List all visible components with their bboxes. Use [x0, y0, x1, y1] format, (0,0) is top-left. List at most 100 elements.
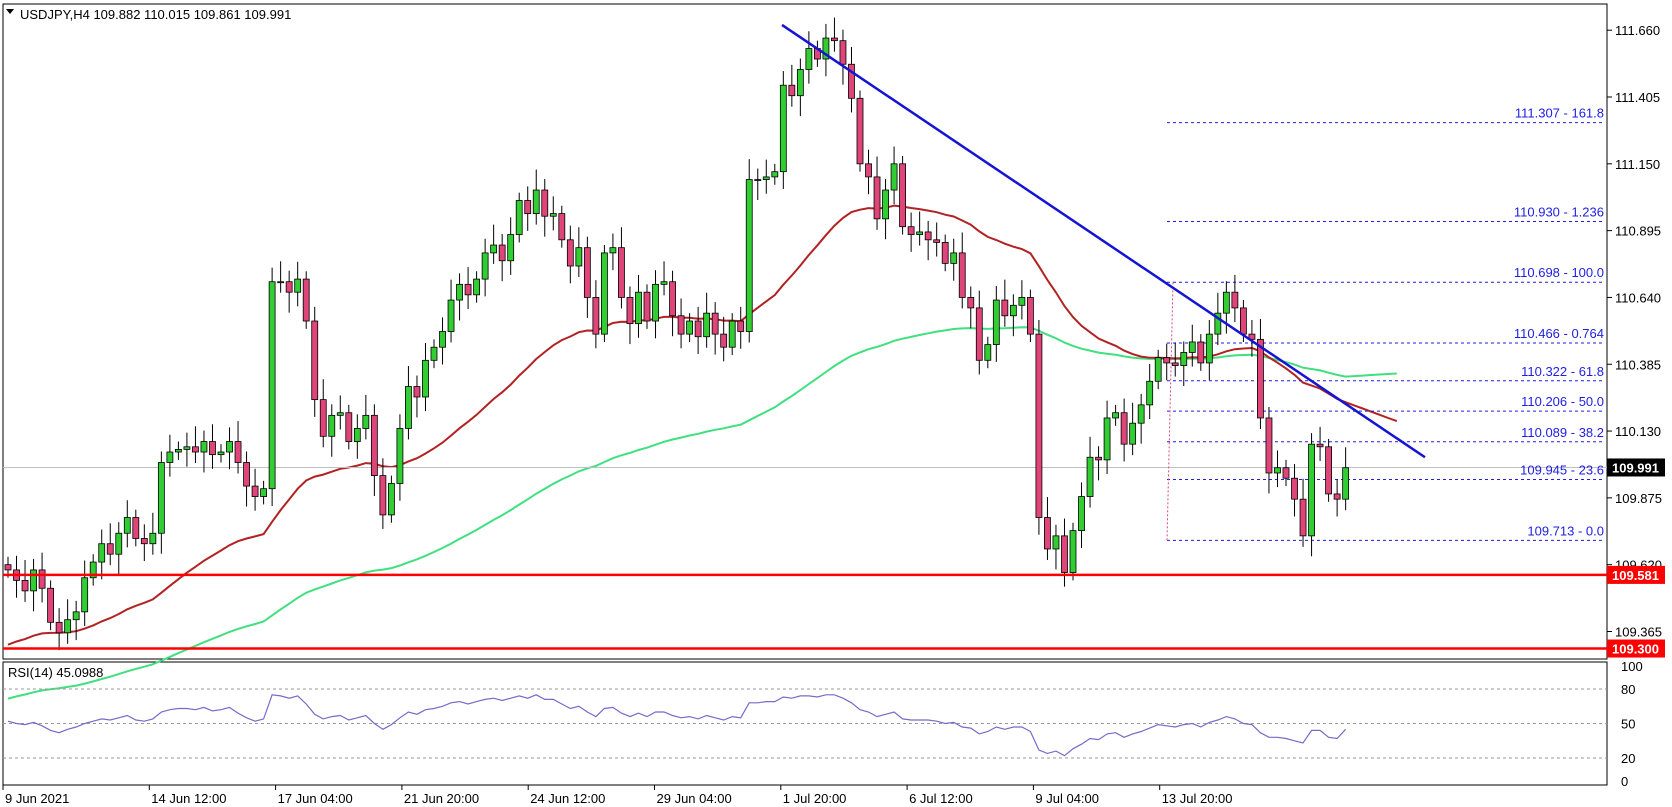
price-tick-label: 111.405	[1615, 90, 1660, 105]
candle-bearish	[840, 41, 846, 65]
candle-bullish	[99, 544, 105, 562]
candle-bullish	[993, 300, 999, 345]
time-tick-label: 29 Jun 04:00	[657, 791, 732, 806]
time-tick-label: 14 Jun 12:00	[151, 791, 226, 806]
time-tick-label: 17 Jun 04:00	[278, 791, 353, 806]
support-price-label: 109.300	[1612, 642, 1659, 657]
candle-bullish	[951, 253, 957, 263]
candle-bearish	[584, 248, 590, 298]
candle-bearish	[942, 242, 948, 263]
fib-level-label: 110.206 - 50.0	[1521, 394, 1604, 409]
candle-bullish	[601, 253, 607, 334]
price-tick-label: 109.875	[1615, 491, 1662, 506]
candle-bearish	[320, 400, 326, 437]
candle-bullish	[295, 279, 301, 292]
candle-bearish	[1300, 499, 1306, 536]
candle-bearish	[1121, 413, 1127, 444]
candle-bearish	[968, 297, 974, 307]
candle-bearish	[1240, 308, 1246, 334]
candle-bearish	[925, 232, 931, 240]
candle-bearish	[1198, 342, 1204, 363]
candle-bearish	[908, 227, 914, 235]
candle-bearish	[1027, 297, 1033, 334]
candle-bullish	[1053, 536, 1059, 549]
candle-bullish	[73, 612, 79, 620]
candle-bullish	[116, 533, 122, 554]
candle-bullish	[1147, 381, 1153, 405]
candle-bearish	[593, 297, 599, 334]
fib-level-label: 110.698 - 100.0	[1514, 265, 1604, 280]
price-tick-label: 110.385	[1615, 357, 1661, 372]
candle-bullish	[917, 232, 923, 235]
candle-bearish	[525, 201, 531, 214]
candle-bearish	[1334, 494, 1340, 499]
candle-bearish	[738, 321, 744, 331]
candle-bearish	[1317, 444, 1323, 447]
candle-bullish	[1343, 468, 1349, 499]
candle-bullish	[508, 235, 514, 261]
price-tick-label: 110.895	[1615, 224, 1661, 239]
candle-bullish	[482, 253, 488, 279]
candle-bullish	[448, 300, 454, 331]
rsi-tick-label: 20	[1621, 751, 1635, 766]
candle-bullish	[124, 518, 130, 534]
candle-bullish	[533, 190, 539, 214]
candle-bullish	[474, 279, 480, 295]
candle-bullish	[1130, 423, 1136, 444]
time-tick-label: 6 Jul 12:00	[909, 791, 973, 806]
candle-bullish	[729, 321, 735, 347]
fib-level-label: 109.945 - 23.6	[1520, 463, 1604, 478]
rsi-tick-label: 0	[1621, 774, 1628, 789]
candle-bearish	[252, 486, 258, 496]
candle-bullish	[653, 284, 659, 321]
candle-bullish	[780, 85, 786, 171]
candle-bearish	[244, 463, 250, 487]
candle-bearish	[831, 38, 837, 41]
fib-level-label: 111.307 - 161.8	[1515, 106, 1604, 121]
candle-bearish	[789, 85, 795, 95]
candle-bullish	[704, 313, 710, 337]
candle-bearish	[107, 544, 113, 554]
candle-bullish	[227, 442, 233, 452]
candle-bearish	[1172, 363, 1178, 366]
candle-bullish	[457, 284, 463, 300]
candle-bullish	[150, 533, 156, 543]
candle-bullish	[1070, 531, 1076, 573]
candle-bullish	[635, 292, 641, 323]
rsi-tick-label: 80	[1621, 682, 1635, 697]
candle-bullish	[1010, 305, 1016, 315]
candle-bearish	[5, 565, 11, 570]
candle-bearish	[542, 190, 548, 216]
candle-bullish	[883, 190, 889, 219]
candle-bearish	[133, 518, 139, 539]
candle-bullish	[278, 282, 284, 283]
candle-bullish	[337, 413, 343, 416]
candle-bearish	[959, 253, 965, 298]
candle-bearish	[644, 292, 650, 321]
price-tick-label: 111.150	[1615, 157, 1660, 172]
candle-bullish	[1189, 342, 1195, 352]
candle-bullish	[550, 214, 556, 217]
candle-bullish	[985, 345, 991, 361]
candle-bullish	[1206, 334, 1212, 363]
candle-bearish	[1292, 478, 1298, 499]
candle-bearish	[192, 447, 198, 452]
candle-bullish	[763, 177, 769, 180]
candle-bearish	[286, 282, 292, 292]
candle-bearish	[618, 248, 624, 298]
candle-bearish	[209, 442, 215, 455]
candle-bullish	[431, 347, 437, 360]
candle-bearish	[346, 413, 352, 442]
candle-bearish	[371, 415, 377, 475]
candle-bearish	[1257, 339, 1263, 418]
candle-bullish	[772, 172, 778, 177]
candle-bearish	[414, 387, 420, 397]
candle-bearish	[303, 279, 309, 321]
candle-bearish	[1326, 447, 1332, 494]
candle-bullish	[1223, 292, 1229, 313]
candle-bullish	[491, 245, 497, 253]
candle-bullish	[1019, 297, 1025, 305]
candle-bearish	[874, 177, 880, 219]
candle-bearish	[48, 588, 54, 622]
